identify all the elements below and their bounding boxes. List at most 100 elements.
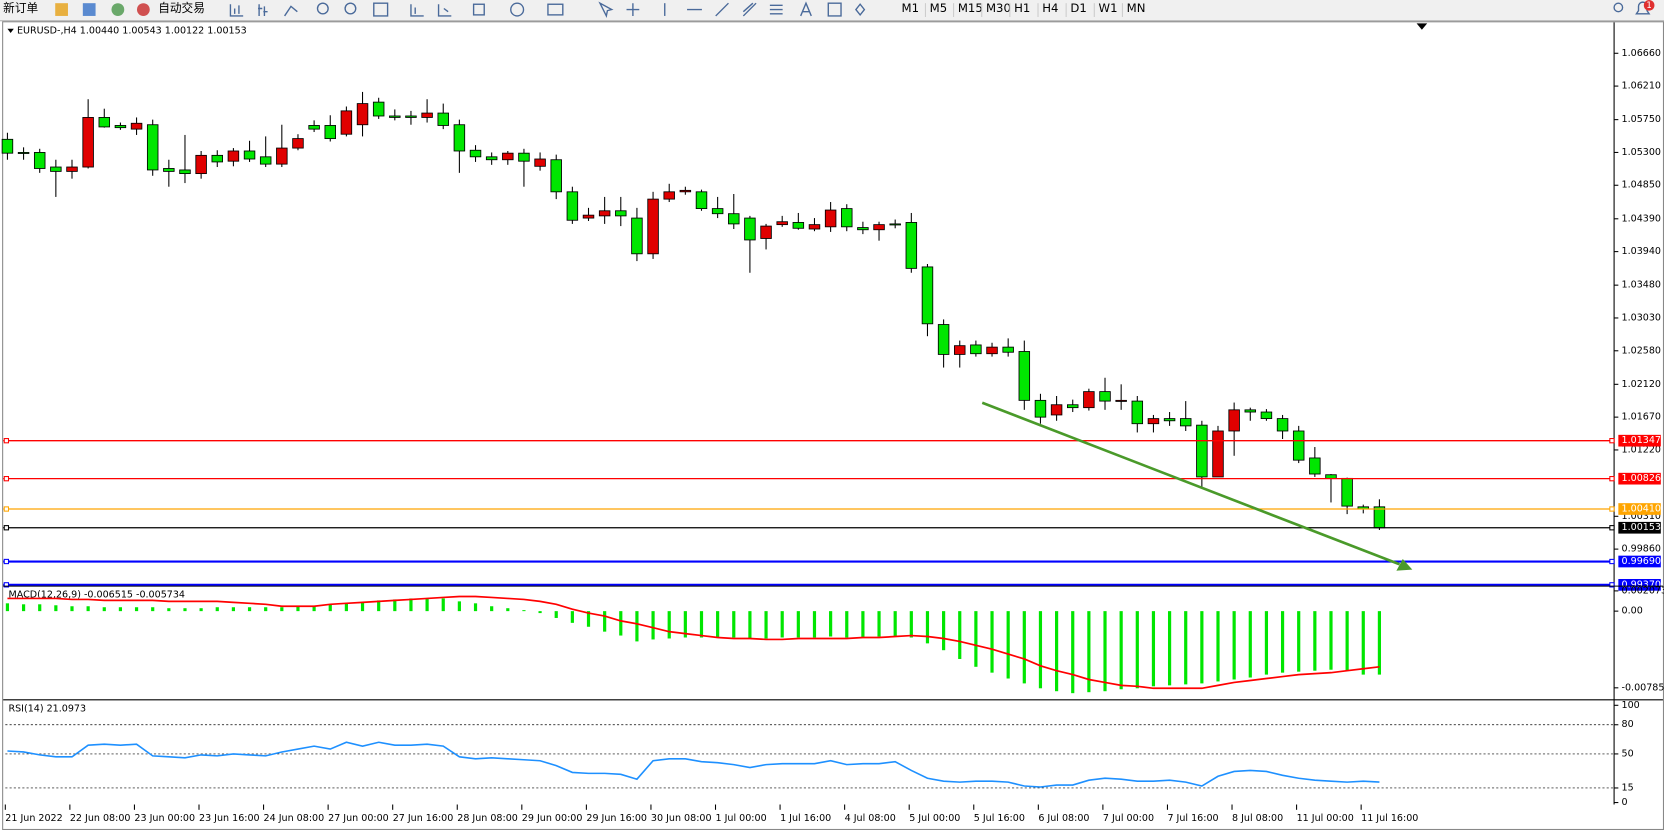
macd-bar [183, 608, 187, 612]
candle-body [1260, 411, 1273, 420]
macd-bar [360, 602, 365, 612]
icon[interactable] [626, 3, 640, 16]
candle-body [534, 158, 546, 167]
macd-bar [1184, 611, 1188, 685]
macd-bar [603, 611, 607, 632]
timeframe-button[interactable]: H1 [1014, 1, 1030, 15]
icon[interactable] [769, 4, 783, 15]
icon[interactable] [437, 4, 452, 17]
macd-signal [7, 595, 1380, 690]
y-tick-label: -0.007853 [1622, 682, 1664, 693]
macd-bar [5, 603, 10, 612]
timeframe-button[interactable]: M1 [902, 1, 919, 15]
y-tick-label: 0.002073 [1622, 585, 1664, 596]
candle-body [276, 147, 288, 165]
timeframe-button[interactable]: D1 [1070, 1, 1086, 15]
level-handle [1609, 506, 1615, 512]
timeframe-button[interactable]: H4 [1042, 1, 1058, 15]
level-label: 0.99370 [1622, 579, 1661, 590]
new-order-button[interactable]: 新订单 [3, 1, 38, 15]
macd-bar [38, 604, 42, 612]
candle-body [356, 103, 369, 126]
candle-body [970, 344, 982, 355]
icon[interactable] [258, 4, 268, 16]
y-tick-label: 1.03940 [1622, 246, 1661, 257]
macd-bar [377, 600, 381, 612]
icon[interactable] [598, 1, 614, 19]
x-tick-label: 21 Jun 2022 [5, 813, 62, 824]
icon[interactable] [284, 5, 298, 17]
auto-trading-button[interactable]: 自动交易 [158, 1, 205, 15]
search-icon[interactable] [1613, 2, 1624, 13]
icon[interactable] [344, 2, 357, 15]
macd-bar [619, 611, 623, 636]
timeframe-button[interactable]: M30 [986, 1, 1011, 15]
candle-body [1115, 399, 1127, 402]
y-tick-label: 1.05750 [1622, 114, 1661, 125]
x-tick-label: 6 Jul 08:00 [1038, 813, 1089, 824]
badge: 1 [1646, 1, 1651, 11]
candle-body [921, 266, 934, 325]
candle-body [518, 152, 530, 162]
candle-body [1212, 430, 1224, 478]
icon[interactable] [136, 3, 150, 16]
candle-body [502, 152, 514, 161]
icon[interactable] [472, 3, 485, 16]
icon[interactable] [827, 2, 842, 17]
x-tick-label: 4 Jul 08:00 [845, 813, 896, 824]
timeframe-button[interactable]: M5 [930, 1, 947, 15]
macd-bar [683, 611, 687, 638]
icon[interactable] [229, 4, 244, 17]
icon[interactable] [55, 3, 68, 16]
macd-bar [473, 603, 478, 612]
macd-bar [506, 608, 510, 612]
macd-bar [764, 611, 768, 639]
x-tick-label: 24 Jun 08:00 [264, 813, 325, 824]
candle-body [1228, 409, 1240, 432]
icon[interactable] [547, 3, 564, 16]
macd-bar [877, 611, 881, 637]
candle-body [179, 169, 191, 175]
candle-body [421, 112, 433, 118]
candle-body [1131, 400, 1144, 425]
panel-title: MACD(12,26,9) -0.006515 -0.005734 [8, 590, 185, 601]
timeframe-button[interactable]: W1 [1099, 1, 1118, 15]
icon[interactable] [316, 2, 329, 15]
macd-bar [942, 611, 946, 651]
shift-marker[interactable] [1416, 23, 1428, 30]
icon[interactable] [373, 2, 389, 17]
x-tick-label: 29 Jun 16:00 [586, 813, 647, 824]
icon[interactable] [82, 3, 96, 16]
icon[interactable] [410, 4, 424, 17]
candle-body [1373, 506, 1386, 529]
level-label: 1.00153 [1622, 522, 1661, 533]
x-tick-label: 8 Jul 08:00 [1232, 813, 1283, 824]
level-handle [3, 438, 10, 444]
trend-arrow[interactable] [981, 401, 1401, 566]
y-tick-label: 1.02120 [1622, 379, 1661, 390]
icon[interactable] [742, 2, 757, 17]
macd-bar [651, 611, 655, 640]
badge-bg [1643, 0, 1655, 11]
candle-body [744, 217, 756, 241]
candle-body [292, 138, 304, 149]
icon[interactable] [111, 3, 125, 16]
macd-bar [409, 598, 413, 612]
candle-body [1292, 430, 1305, 461]
macd-bar [70, 606, 74, 612]
macd-bar [296, 606, 300, 612]
icon[interactable] [715, 2, 729, 17]
timeframe-button[interactable]: MN [1127, 1, 1146, 15]
icon[interactable] [855, 3, 866, 16]
macd-bar [699, 611, 704, 638]
level-label: 0.99690 [1622, 556, 1661, 567]
macd-bar [490, 606, 494, 612]
icon[interactable] [800, 1, 812, 17]
level-handle [1609, 438, 1615, 444]
candle-body [389, 115, 401, 118]
timeframe-button[interactable]: M15 [958, 1, 983, 15]
candle-body [679, 189, 692, 193]
y-tick-label: 0.99860 [1622, 544, 1661, 555]
icon[interactable] [510, 2, 525, 17]
candle-body [50, 166, 62, 172]
